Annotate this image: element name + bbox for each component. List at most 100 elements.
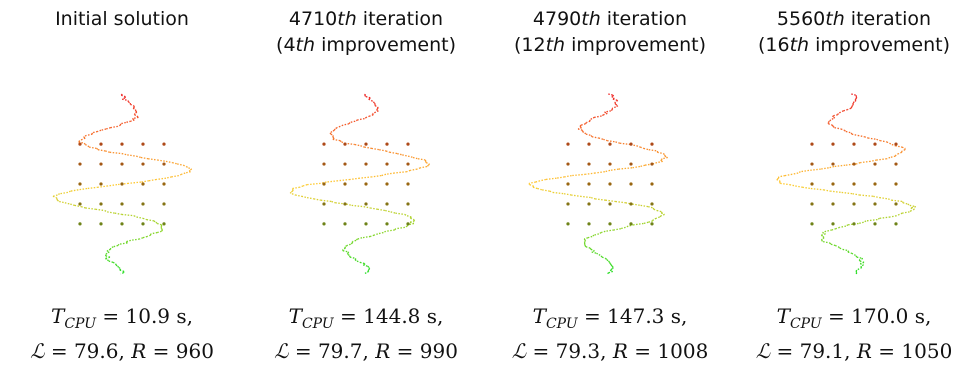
tour-segment <box>533 187 537 188</box>
tour-segment <box>343 248 346 249</box>
tour-segment <box>857 269 859 270</box>
tour-segment <box>386 151 390 152</box>
panel-initial-solution: Initial solution TCPU = 10.9 s, ℒ = 79.6… <box>0 0 244 364</box>
waypoint-dot <box>322 162 325 165</box>
tour-segment <box>601 231 605 232</box>
comma: , <box>600 339 606 363</box>
waypoint-dot <box>852 162 855 165</box>
tour-segment <box>848 252 852 253</box>
waypoint-dot <box>385 202 388 205</box>
tour-segment <box>350 178 360 179</box>
tour-segment <box>166 161 172 162</box>
tour-segment <box>352 205 364 206</box>
tour-segment <box>335 128 337 129</box>
tour-segment <box>887 157 890 158</box>
waypoint-dot <box>852 182 855 185</box>
tour-segment <box>141 181 149 182</box>
tour-segment <box>92 132 98 133</box>
tour-segment <box>426 161 427 162</box>
tour-segment <box>536 181 540 182</box>
tour-segment <box>859 222 864 223</box>
t-symbol: T <box>777 304 790 328</box>
tour-segment <box>653 218 656 219</box>
tour-segment <box>852 134 858 135</box>
tour-segment <box>890 156 895 157</box>
tour-segment <box>381 174 386 175</box>
tour-segment <box>856 273 857 274</box>
equals-sign: = <box>878 339 895 363</box>
tour-segment <box>859 268 862 269</box>
tour-segment <box>347 244 351 245</box>
improvement-number: 12 <box>521 34 545 56</box>
tour-segment <box>657 152 663 153</box>
tour-segment <box>366 116 369 117</box>
tour-segment <box>838 113 839 114</box>
waypoint-dot <box>873 182 876 185</box>
tour-segment <box>615 201 625 202</box>
waypoint-dot <box>894 202 897 205</box>
tour-segment <box>427 165 429 166</box>
tour-segment <box>147 235 150 236</box>
waypoint-dot <box>343 162 346 165</box>
tour-segment <box>899 152 902 153</box>
tour-segment <box>846 132 851 133</box>
t-subscript: CPU <box>64 316 96 332</box>
tour-segment <box>852 253 855 254</box>
waypoint-dot <box>608 202 611 205</box>
l-symbol: ℒ <box>30 339 44 363</box>
tour-segment <box>854 100 856 101</box>
improvement-number: 16 <box>765 34 789 56</box>
tour-segment <box>828 121 829 122</box>
tour-segment <box>109 261 113 262</box>
comma: , <box>118 339 124 363</box>
waypoint-dot <box>810 182 813 185</box>
tour-segment <box>607 273 609 274</box>
tour-segment <box>130 104 133 105</box>
tour-segment <box>609 262 610 263</box>
tour-segment <box>795 186 802 187</box>
tour-segment <box>585 122 586 123</box>
tour-segment <box>172 163 177 164</box>
waypoint-dot <box>99 143 102 146</box>
equals-sign: = <box>153 339 170 363</box>
tour-segment <box>888 199 891 200</box>
tour-segment <box>370 208 377 209</box>
tour-segment <box>368 269 369 270</box>
comma: , <box>362 339 368 363</box>
tour-segment <box>326 181 337 182</box>
tour-segment <box>383 231 385 232</box>
tour-segment <box>420 167 427 168</box>
waypoint-dot <box>141 182 144 185</box>
waypoint-dot <box>587 162 590 165</box>
tour-segment <box>802 187 810 188</box>
tour-segment <box>855 98 857 99</box>
tour-segment <box>902 150 905 151</box>
tour-segment <box>656 217 659 218</box>
panel-title: 4790th iteration (12th improvement) <box>488 6 732 58</box>
waypoint-dot <box>120 182 123 185</box>
tour-segment <box>182 173 186 174</box>
tour-segment <box>157 231 161 232</box>
tour-segment <box>887 142 890 143</box>
tour-segment <box>405 214 407 215</box>
tour-segment <box>866 220 877 221</box>
path-plot <box>496 84 724 284</box>
tour-segment <box>877 218 879 219</box>
waypoint-dot <box>810 162 813 165</box>
waypoint-dot <box>120 162 123 165</box>
tour-segment <box>363 265 368 266</box>
tour-segment <box>391 212 396 213</box>
path-plot <box>8 84 236 284</box>
tour-segment <box>307 198 314 199</box>
tour-segment <box>122 154 127 155</box>
tour-segment <box>75 205 82 206</box>
tour-segment <box>830 191 842 192</box>
tour-segment <box>372 176 381 177</box>
tour-segment <box>640 165 645 166</box>
tour-segment <box>122 99 128 100</box>
tour-segment <box>290 192 292 193</box>
tour-segment <box>122 214 134 215</box>
tour-segment <box>330 133 331 134</box>
waypoint-dot <box>873 143 876 146</box>
tour-segment <box>777 179 780 180</box>
